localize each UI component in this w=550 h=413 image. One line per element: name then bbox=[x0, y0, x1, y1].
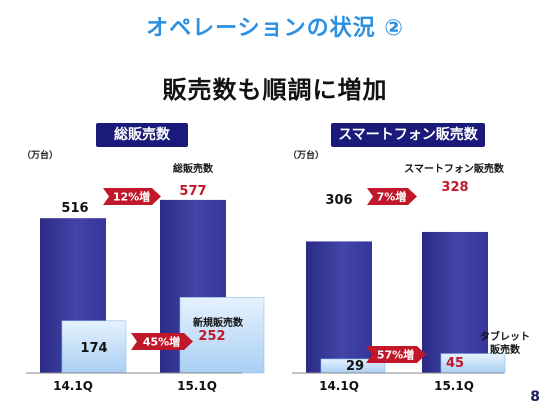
total-value-label: 516 bbox=[61, 201, 88, 216]
smartphone-growth-1-label: 57%増 bbox=[377, 348, 414, 362]
unit-label-smartphone: （万台） bbox=[288, 151, 325, 161]
total-growth-1-arrow bbox=[131, 333, 193, 350]
panel-title-total: 総販売数 bbox=[96, 123, 188, 147]
smartphone-value-label: 328 bbox=[441, 180, 468, 195]
smartphone-value-label: 306 bbox=[325, 193, 352, 208]
smartphone-bar-15.1Q bbox=[422, 231, 488, 373]
total-sub-series-name: 新規販売数 bbox=[193, 316, 244, 329]
smartphone-bar-14.1Q bbox=[306, 241, 372, 373]
smartphone-sub-series-name: タブレット bbox=[480, 330, 530, 343]
total-series-name: 総販売数 bbox=[173, 162, 214, 175]
smartphone-sub-value-label: 29 bbox=[346, 359, 364, 374]
page-number: 8 bbox=[530, 389, 540, 405]
smartphone-growth-0-label: 7%増 bbox=[377, 190, 407, 204]
smartphone-sub-series-name: 販売数 bbox=[490, 343, 521, 356]
smartphone-category-label: 14.1Q bbox=[319, 379, 359, 393]
smartphone-growth-0-arrow bbox=[367, 188, 417, 205]
total-category-label: 14.1Q bbox=[53, 379, 93, 393]
smartphone-series-name: スマートフォン販売数 bbox=[404, 162, 505, 175]
total-category-label: 15.1Q bbox=[177, 379, 217, 393]
total-sub-value-label: 252 bbox=[198, 329, 225, 344]
total-value-label: 577 bbox=[179, 184, 206, 199]
total-sub-value-label: 174 bbox=[80, 341, 107, 356]
smartphone-category-label: 15.1Q bbox=[434, 379, 474, 393]
slide-title: オペレーションの状況 ② bbox=[146, 16, 404, 41]
smartphone-growth-1-arrow bbox=[366, 346, 426, 363]
total-growth-1-label: 45%増 bbox=[143, 335, 180, 349]
slide-subtitle: 販売数も順調に増加 bbox=[162, 76, 388, 104]
panel-title-smartphone: スマートフォン販売数 bbox=[331, 123, 485, 147]
total-growth-0-label: 12%増 bbox=[113, 190, 150, 204]
total-growth-0-arrow bbox=[103, 188, 161, 205]
smartphone-sub-value-label: 45 bbox=[446, 356, 464, 371]
unit-label-total: （万台） bbox=[22, 151, 59, 161]
